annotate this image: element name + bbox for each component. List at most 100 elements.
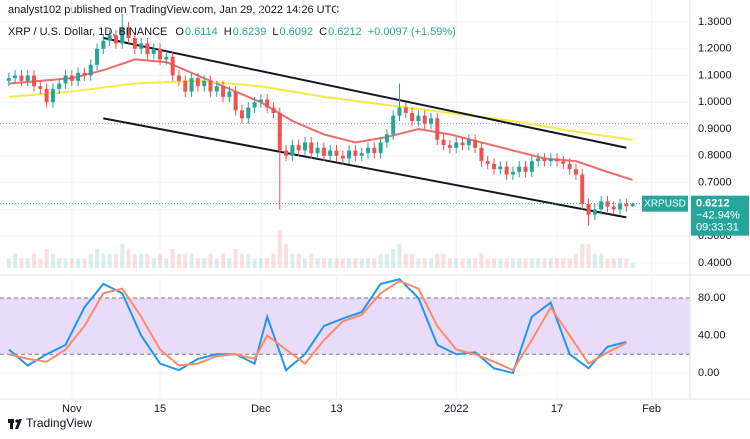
candle-body bbox=[284, 150, 289, 156]
ohlc-label: H bbox=[224, 26, 232, 38]
candle-body bbox=[605, 201, 610, 207]
volume-bar bbox=[466, 258, 471, 268]
volume-bar bbox=[32, 253, 37, 268]
candle-body bbox=[378, 142, 383, 154]
volume-bar bbox=[315, 258, 320, 268]
volume-bar bbox=[536, 258, 541, 268]
volume-bar bbox=[208, 253, 213, 268]
candle-body bbox=[221, 86, 226, 97]
volume-bar bbox=[214, 258, 219, 268]
volume-bar bbox=[233, 249, 238, 268]
candle-body bbox=[328, 150, 333, 156]
volume-bar bbox=[170, 249, 175, 268]
candle-body bbox=[315, 147, 320, 154]
candle-body bbox=[353, 150, 358, 156]
candle-body bbox=[164, 56, 169, 60]
y-tick-label: 1.0000 bbox=[698, 96, 732, 108]
volume-bar bbox=[504, 258, 509, 268]
candle-body bbox=[523, 166, 528, 172]
candle-body bbox=[277, 112, 282, 151]
candle-body bbox=[214, 86, 219, 92]
y-tick-label: 1.3000 bbox=[698, 16, 732, 28]
volume-bar bbox=[454, 258, 459, 268]
candle-body bbox=[183, 80, 188, 92]
candle-body bbox=[76, 72, 81, 81]
candle-body bbox=[126, 27, 131, 39]
volume-bar bbox=[403, 253, 408, 268]
candle-body bbox=[347, 150, 352, 159]
overlay-line bbox=[8, 79, 633, 141]
candle-body bbox=[158, 48, 163, 60]
change-label: −42.94% bbox=[696, 210, 740, 222]
volume-bar bbox=[397, 244, 402, 268]
volume-bar bbox=[340, 258, 345, 268]
volume-bar bbox=[227, 258, 232, 268]
volume-bar bbox=[189, 253, 194, 268]
ohlc-value: 0.6239 bbox=[233, 26, 267, 38]
volume-bar bbox=[246, 253, 251, 268]
candle-body bbox=[366, 147, 370, 154]
volume-bar bbox=[510, 258, 515, 268]
y-tick-label: 0.8000 bbox=[698, 150, 732, 162]
volume-bar bbox=[132, 253, 137, 268]
candle-body bbox=[618, 204, 623, 210]
volume-bar bbox=[473, 258, 478, 268]
candle-body bbox=[359, 153, 364, 156]
volume-bar bbox=[529, 258, 534, 268]
candle-body bbox=[422, 115, 427, 124]
volume-bar bbox=[107, 253, 112, 268]
candle-body bbox=[145, 43, 150, 55]
volume-bar bbox=[88, 253, 93, 268]
volume-bar bbox=[347, 258, 352, 268]
stoch-line bbox=[8, 279, 627, 372]
volume-bar bbox=[38, 258, 43, 268]
volume-bar bbox=[6, 258, 11, 268]
volume-bar bbox=[120, 244, 125, 268]
volume-bar bbox=[624, 258, 629, 268]
candle-body bbox=[95, 48, 100, 65]
candle-body bbox=[580, 174, 585, 204]
volume-bar bbox=[309, 253, 314, 268]
candle-body bbox=[334, 150, 339, 156]
volume-bar bbox=[145, 253, 150, 268]
candle-body bbox=[139, 43, 144, 49]
candle-body bbox=[82, 72, 87, 76]
candle-body bbox=[441, 139, 446, 146]
volume-bar bbox=[113, 253, 118, 268]
candle-body bbox=[599, 201, 604, 210]
x-tick-label: 13 bbox=[330, 403, 342, 415]
x-tick-label: 17 bbox=[551, 403, 563, 415]
price-box bbox=[691, 195, 749, 236]
x-tick-label: Feb bbox=[642, 403, 661, 415]
ohlc-value: 0.6114 bbox=[185, 26, 218, 38]
volume-bar bbox=[366, 258, 370, 268]
volume-bar bbox=[277, 230, 282, 268]
candle-body bbox=[429, 118, 434, 124]
candle-body bbox=[567, 163, 572, 170]
volume-bar bbox=[599, 253, 604, 268]
y-tick-label: 80.00 bbox=[698, 292, 726, 304]
ohlc-label: O bbox=[175, 26, 184, 38]
volume-bar bbox=[492, 258, 497, 268]
candle-body bbox=[321, 147, 326, 156]
volume-bar bbox=[50, 253, 55, 268]
candle-body bbox=[529, 161, 534, 172]
volume-bar bbox=[126, 249, 131, 268]
y-tick-label: 0.7000 bbox=[698, 176, 732, 188]
candle-body bbox=[25, 75, 30, 81]
candle-body bbox=[195, 78, 200, 87]
candle-body bbox=[50, 88, 55, 103]
candle-body bbox=[447, 145, 452, 148]
candle-body bbox=[492, 163, 497, 170]
overlay-line bbox=[8, 58, 633, 181]
volume-bar bbox=[25, 258, 30, 268]
candle-body bbox=[6, 78, 11, 81]
symbol-label: XRPUSD bbox=[644, 198, 686, 209]
candle-body bbox=[113, 35, 118, 44]
chart-title: XRP / U.S. Dollar, 1D, BINANCE bbox=[8, 26, 167, 38]
candle-body bbox=[391, 115, 396, 135]
volume-bar bbox=[101, 253, 106, 268]
y-tick-label: 1.2000 bbox=[698, 43, 732, 55]
